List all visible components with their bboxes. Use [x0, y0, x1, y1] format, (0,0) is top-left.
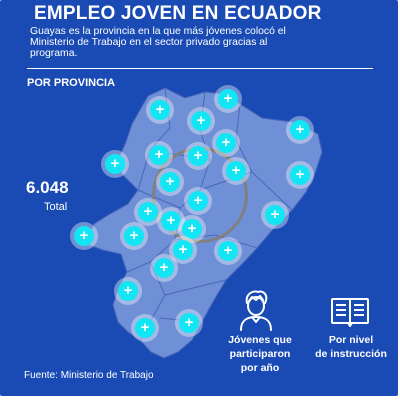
province-marker[interactable]: + [218, 241, 238, 261]
province-marker[interactable]: + [160, 172, 180, 192]
province-marker[interactable]: + [182, 219, 202, 239]
page-title: EMPLEO JOVEN EN ECUADOR [34, 3, 322, 24]
header-divider [27, 68, 373, 69]
province-marker[interactable]: + [216, 133, 236, 153]
province-marker[interactable]: + [226, 161, 246, 181]
province-marker[interactable]: + [138, 202, 158, 222]
province-marker[interactable]: + [188, 191, 208, 211]
page-subtitle: Guayas es la provincia en la que más jóv… [30, 26, 286, 59]
province-border [164, 279, 227, 296]
province-marker[interactable]: + [265, 205, 285, 225]
education-level-line1: Por nivel [328, 334, 374, 346]
total-value: 6.048 [26, 178, 69, 197]
province-marker[interactable]: + [179, 313, 199, 333]
youth-per-year-line1: Jóvenes que [228, 334, 292, 346]
section-label: POR PROVINCIA [27, 77, 116, 89]
youth-per-year-line3: por año [240, 362, 280, 374]
province-marker[interactable]: + [135, 318, 155, 338]
province-marker[interactable]: + [149, 145, 169, 165]
book-icon[interactable] [330, 297, 370, 332]
province-marker[interactable]: + [188, 146, 208, 166]
education-level-line2: de instrucción [315, 348, 387, 360]
province-marker[interactable]: + [173, 240, 193, 260]
province-marker[interactable]: + [74, 226, 94, 246]
total-label: Total [44, 201, 68, 213]
province-border [235, 103, 293, 211]
province-marker[interactable]: + [290, 165, 310, 185]
province-marker[interactable]: + [154, 258, 174, 278]
source-note: Fuente: Ministerio de Trabajo [24, 370, 154, 381]
youth-per-year-line2: participaron [229, 348, 291, 360]
province-marker[interactable]: + [124, 226, 144, 246]
province-marker[interactable]: + [150, 100, 170, 120]
province-marker[interactable]: + [218, 89, 238, 109]
person-icon[interactable] [238, 289, 274, 336]
province-marker[interactable]: + [191, 111, 211, 131]
province-marker[interactable]: + [161, 211, 181, 231]
province-marker[interactable]: + [290, 120, 310, 140]
youth-per-year-button[interactable]: Jóvenes que participaron por año [218, 333, 302, 375]
province-marker[interactable]: + [105, 154, 125, 174]
education-level-button[interactable]: Por nivel de instrucción [305, 333, 397, 361]
province-marker[interactable]: + [118, 281, 138, 301]
